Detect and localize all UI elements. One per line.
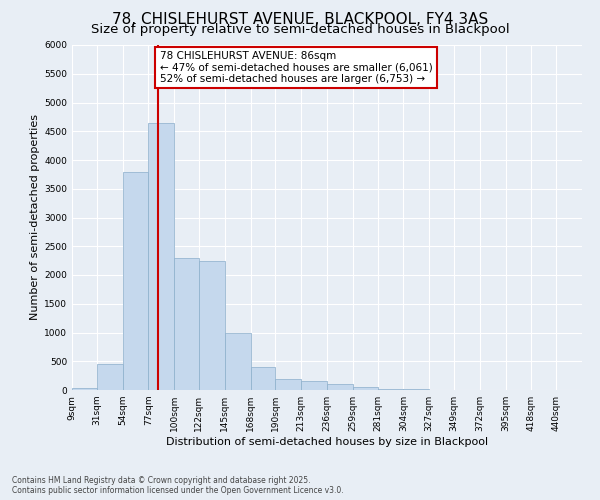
Bar: [327, 384, 353, 390]
Y-axis label: Number of semi-detached properties: Number of semi-detached properties: [30, 114, 40, 320]
Bar: [97, 364, 122, 390]
Bar: [122, 172, 148, 390]
Bar: [225, 332, 251, 390]
Bar: [353, 387, 377, 390]
Text: Contains HM Land Registry data © Crown copyright and database right 2025.
Contai: Contains HM Land Registry data © Crown c…: [12, 476, 344, 495]
Text: 78, CHISLEHURST AVENUE, BLACKPOOL, FY4 3AS: 78, CHISLEHURST AVENUE, BLACKPOOL, FY4 3…: [112, 12, 488, 28]
Bar: [148, 122, 174, 390]
Bar: [72, 388, 97, 390]
Bar: [301, 382, 327, 390]
Bar: [251, 367, 275, 390]
Bar: [199, 260, 225, 390]
Bar: [275, 378, 301, 390]
Bar: [377, 389, 403, 390]
Text: Size of property relative to semi-detached houses in Blackpool: Size of property relative to semi-detach…: [91, 22, 509, 36]
Bar: [174, 258, 199, 390]
X-axis label: Distribution of semi-detached houses by size in Blackpool: Distribution of semi-detached houses by …: [166, 437, 488, 447]
Text: 78 CHISLEHURST AVENUE: 86sqm
← 47% of semi-detached houses are smaller (6,061)
5: 78 CHISLEHURST AVENUE: 86sqm ← 47% of se…: [160, 51, 433, 84]
